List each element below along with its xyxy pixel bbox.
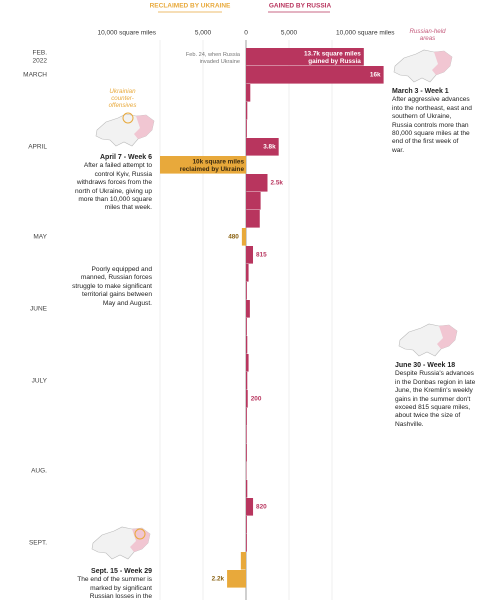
bar [246,390,248,408]
bar [246,102,247,120]
y-tick-label: MARCH [23,72,47,79]
header-right: GAINED BY RUSSIA [269,3,332,10]
bar [241,552,246,570]
bar [246,408,247,426]
bar [246,534,247,552]
map [399,324,457,356]
y-tick-label: JULY [32,378,48,385]
y-tick-label: JUNE [30,306,48,313]
map [92,527,150,559]
bar [246,498,253,516]
note-text: After aggressive advances into the north… [392,96,472,153]
bar [246,246,253,264]
bar [246,210,260,228]
bar [246,264,249,282]
bar [227,570,246,588]
bar [246,372,247,390]
value-label: 16k [370,72,381,79]
x-tick-label: 0 [244,30,248,37]
header-left: RECLAIMED BY UKRAINE [150,3,231,10]
bar [246,354,249,372]
x-tick-label: 10,000 square miles [336,30,395,37]
note-title: June 30 - Week 18 [395,362,477,370]
value-label: 480 [228,234,239,241]
bar [246,300,250,318]
note-text: Despite Russia's advances in the Donbas … [395,370,475,427]
note: Poorly equipped and manned, Russian forc… [70,266,152,308]
value-label: 2.2k [212,576,225,583]
bar [246,84,250,102]
bar [246,66,384,84]
bar [246,444,247,462]
x-tick-label: 5,000 [195,30,212,37]
note-text: After a failed attempt to control Kyiv, … [75,162,152,211]
bar [246,336,247,354]
invasion-note: Feb. 24, when Russia invaded Ukraine [180,52,240,65]
value-label: 815 [256,252,267,259]
note-text: The end of the summer is marked by signi… [77,576,152,600]
bar [242,228,246,246]
note-title: Sept. 15 - Week 29 [70,568,152,576]
bar [246,192,261,210]
value-label: 3.8k [263,144,276,151]
bar [246,120,247,138]
value-label: 2.5k [271,180,284,187]
y-tick-label: MAY [33,234,47,241]
bar [246,282,247,300]
bar [246,426,247,444]
y-tick-label: AUG. [31,468,47,475]
y-tick-label: APRIL [28,144,47,151]
y-tick-label: SEPT. [29,540,47,547]
year-label: 2022 [33,58,48,65]
note-title: March 3 - Week 1 [392,88,472,96]
value-label: 200 [251,396,262,403]
value-label: 820 [256,504,267,511]
map [96,114,154,146]
bar [246,174,268,192]
bar [246,516,247,534]
map-label: Russian-held areas [405,28,450,42]
map [394,50,452,82]
note-title: April 7 - Week 6 [70,154,152,162]
x-tick-label: 5,000 [281,30,298,37]
bar [246,480,247,498]
note-text: Poorly equipped and manned, Russian forc… [72,266,152,307]
x-tick-label: 10,000 square miles [97,30,156,37]
bar [246,318,247,336]
y-tick-label: FEB. [33,50,48,57]
map-label: Ukrainian counter-offensives [100,88,145,109]
